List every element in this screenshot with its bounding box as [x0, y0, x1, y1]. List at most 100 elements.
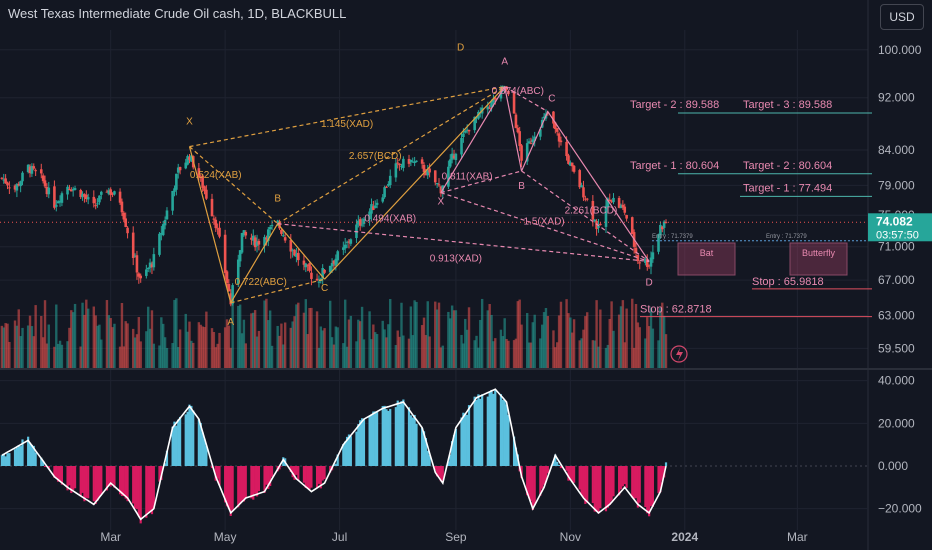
volume-bar: [375, 334, 379, 368]
pattern-point-label: D: [646, 277, 653, 288]
volume-bar: [227, 325, 231, 368]
osc-bar: [638, 466, 641, 503]
osc-bar: [355, 431, 358, 466]
volume-bar: [349, 315, 353, 368]
volume-bar: [145, 331, 148, 368]
candle-body: [664, 222, 668, 224]
volume-bar: [100, 339, 103, 368]
volume-bar: [26, 325, 30, 368]
volume-bar: [203, 327, 206, 368]
volume-bar: [617, 314, 621, 368]
volume-bar: [152, 343, 156, 368]
osc-bar: [437, 466, 441, 477]
volume-bar: [608, 318, 611, 368]
osc-bar: [214, 466, 217, 481]
candle-body: [362, 218, 366, 224]
osc-bar: [34, 452, 37, 466]
volume-bar: [291, 321, 294, 368]
candle-body: [475, 117, 478, 119]
candle-body: [135, 255, 139, 273]
osc-bar: [270, 466, 274, 477]
volume-bar: [501, 336, 504, 368]
pattern-point-label: B: [274, 194, 281, 205]
osc-bar: [411, 417, 414, 466]
osc-bar: [126, 466, 129, 502]
candle-body: [634, 247, 638, 253]
volume-bar: [177, 347, 180, 368]
osc-bar: [135, 466, 139, 510]
volume-bar: [612, 330, 615, 368]
volume-bar: [595, 300, 598, 368]
osc-bar: [199, 422, 202, 466]
osc-bar: [118, 466, 122, 495]
volume-bar: [661, 302, 664, 368]
volume-bar: [43, 300, 47, 368]
osc-bar: [32, 445, 35, 466]
candle-body: [186, 156, 189, 165]
osc-bar: [362, 418, 366, 466]
volume-bar: [6, 323, 9, 368]
ratio-label: 1.145(XAD): [321, 119, 373, 130]
osc-bar: [375, 411, 379, 466]
osc-bar: [436, 466, 439, 477]
volume-bar: [40, 315, 43, 368]
volume-bar: [122, 346, 126, 368]
volume-bar: [158, 345, 161, 368]
volume-bar: [163, 337, 167, 368]
volume-bar: [210, 328, 214, 368]
candle-body: [120, 201, 124, 213]
candle-body: [218, 227, 221, 237]
candle-body: [591, 200, 595, 220]
osc-bar: [58, 466, 62, 482]
osc-bar: [610, 466, 613, 501]
pattern-ratio-line-right: [277, 223, 650, 263]
pattern-ratio-line-right: [440, 192, 650, 263]
osc-bar: [133, 466, 137, 509]
volume-bar: [357, 319, 360, 368]
osc-bar: [152, 466, 155, 509]
oscillator-histogram: [0, 389, 668, 524]
osc-bar: [608, 466, 611, 505]
candle-body: [621, 204, 625, 208]
volume-bar: [133, 337, 137, 368]
candle-body: [201, 175, 204, 188]
candle-body: [460, 138, 463, 155]
volume-bar: [218, 332, 221, 368]
candle-body: [400, 165, 403, 167]
osc-bar: [357, 424, 360, 466]
volume-bar: [571, 332, 574, 368]
volume-bar: [71, 312, 75, 368]
candle-body: [94, 205, 97, 207]
volume-bar: [415, 301, 418, 368]
candle-body: [161, 224, 165, 236]
osc-bar: [599, 466, 602, 509]
candle-body: [54, 204, 58, 207]
osc-bar: [499, 394, 503, 466]
osc-bar: [319, 466, 322, 489]
volume-bar: [250, 313, 253, 368]
candle-body: [649, 257, 653, 267]
currency-button[interactable]: USD: [880, 4, 924, 30]
volume-bar: [462, 343, 465, 368]
osc-bar: [148, 466, 152, 511]
volume-bar: [464, 318, 467, 368]
candle-body: [660, 226, 664, 230]
osc-bar: [179, 416, 182, 466]
symbol-title[interactable]: West Texas Intermediate Crude Oil cash, …: [8, 6, 347, 21]
candle-body: [336, 251, 339, 261]
candle-body: [334, 258, 338, 266]
target-label: Target - 1 : 77.494: [743, 182, 832, 194]
candle-body: [203, 186, 206, 191]
osc-bar: [302, 466, 306, 483]
osc-bar: [407, 407, 411, 466]
osc-bar: [295, 466, 298, 475]
candle-body: [131, 232, 135, 258]
volume-bar: [132, 328, 135, 368]
candle-body: [599, 223, 602, 226]
volume-bar: [546, 316, 550, 368]
candle-body: [593, 219, 597, 222]
pattern-leg-left: [277, 223, 326, 280]
volume-bar: [552, 330, 555, 368]
candle-body: [146, 267, 150, 270]
